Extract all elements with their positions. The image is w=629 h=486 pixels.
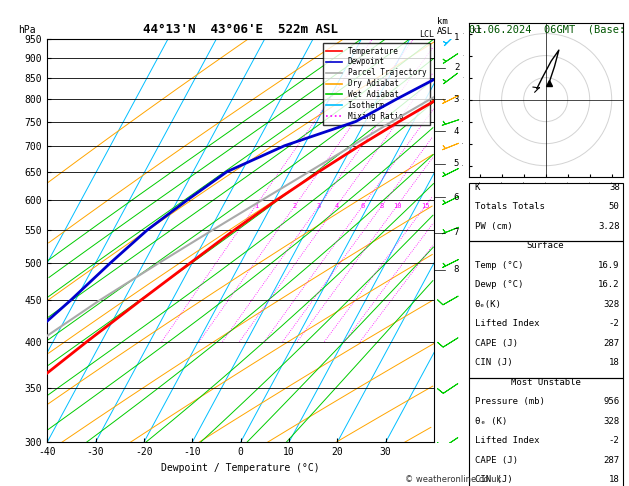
Text: 18: 18	[609, 358, 620, 367]
Text: θₑ(K): θₑ(K)	[475, 300, 502, 309]
Text: θₑ (K): θₑ (K)	[475, 417, 507, 426]
Text: 3: 3	[317, 203, 321, 208]
Legend: Temperature, Dewpoint, Parcel Trajectory, Dry Adiabat, Wet Adiabat, Isotherm, Mi: Temperature, Dewpoint, Parcel Trajectory…	[323, 43, 430, 125]
Text: Dewp (°C): Dewp (°C)	[475, 280, 523, 289]
X-axis label: Dewpoint / Temperature (°C): Dewpoint / Temperature (°C)	[161, 463, 320, 473]
Text: -2: -2	[609, 319, 620, 328]
Text: 1: 1	[253, 203, 258, 208]
Text: -2: -2	[609, 436, 620, 445]
Text: 1: 1	[454, 33, 459, 41]
Text: 4: 4	[335, 203, 339, 208]
Bar	[469, 183, 623, 241]
Text: 6: 6	[454, 193, 459, 202]
Text: Temp (°C): Temp (°C)	[475, 261, 523, 270]
Text: 10: 10	[393, 203, 401, 208]
Text: kt: kt	[472, 26, 482, 35]
Text: PW (cm): PW (cm)	[475, 222, 513, 231]
Bar	[469, 241, 623, 378]
Text: 15: 15	[421, 203, 430, 208]
Text: 956: 956	[603, 397, 620, 406]
Text: Lifted Index: Lifted Index	[475, 436, 539, 445]
Text: CAPE (J): CAPE (J)	[475, 456, 518, 465]
Text: 287: 287	[603, 456, 620, 465]
Text: LCL: LCL	[419, 30, 434, 39]
Text: 6: 6	[361, 203, 365, 208]
Bar	[469, 378, 623, 486]
Text: Most Unstable: Most Unstable	[511, 378, 581, 387]
Text: Pressure (mb): Pressure (mb)	[475, 397, 545, 406]
Text: 38: 38	[609, 183, 620, 192]
Text: 5: 5	[454, 159, 459, 168]
Text: 328: 328	[603, 300, 620, 309]
Text: Lifted Index: Lifted Index	[475, 319, 539, 328]
Text: © weatheronline.co.uk: © weatheronline.co.uk	[404, 474, 501, 484]
Text: 3.28: 3.28	[598, 222, 620, 231]
Text: 2: 2	[454, 63, 459, 72]
Text: 50: 50	[609, 202, 620, 211]
Text: Surface: Surface	[527, 241, 564, 250]
Text: 2: 2	[293, 203, 297, 208]
Text: 3: 3	[454, 94, 459, 104]
Text: CAPE (J): CAPE (J)	[475, 339, 518, 348]
Text: 328: 328	[603, 417, 620, 426]
Text: hPa: hPa	[18, 25, 36, 35]
Text: 4: 4	[454, 126, 459, 136]
Text: 16.2: 16.2	[598, 280, 620, 289]
Text: CIN (J): CIN (J)	[475, 358, 513, 367]
Text: CIN (J): CIN (J)	[475, 475, 513, 484]
Text: 287: 287	[603, 339, 620, 348]
Text: 7: 7	[454, 228, 459, 237]
Text: 8: 8	[380, 203, 384, 208]
Text: km
ASL: km ASL	[437, 17, 454, 36]
Title: 44°13'N  43°06'E  522m ASL: 44°13'N 43°06'E 522m ASL	[143, 23, 338, 36]
Text: 8: 8	[454, 265, 459, 275]
Text: 01.06.2024  06GMT  (Base: 06): 01.06.2024 06GMT (Base: 06)	[469, 24, 629, 34]
Text: Totals Totals: Totals Totals	[475, 202, 545, 211]
Text: 16.9: 16.9	[598, 261, 620, 270]
Text: 18: 18	[609, 475, 620, 484]
Text: K: K	[475, 183, 480, 192]
